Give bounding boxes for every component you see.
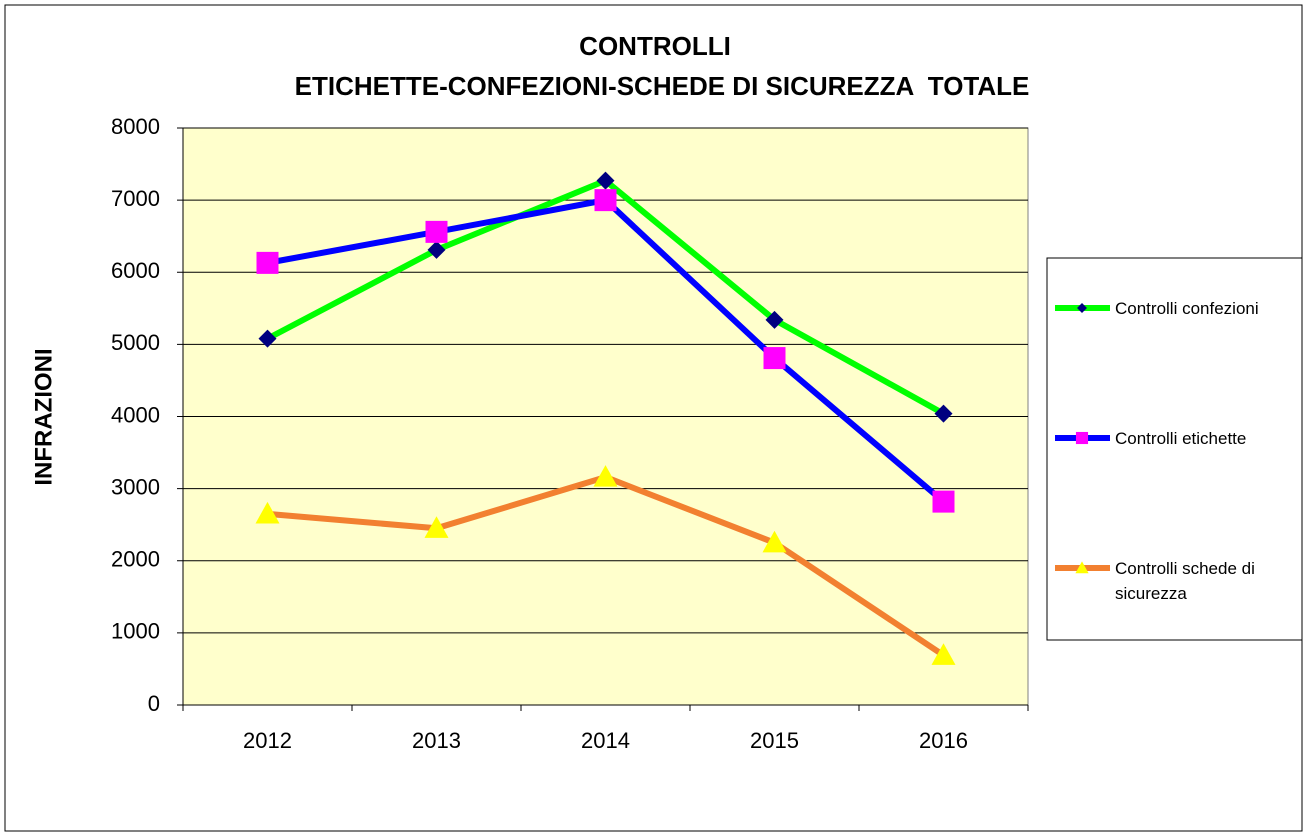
marker (932, 490, 955, 513)
y-tick-label: 6000 (111, 258, 160, 283)
legend-label: Controlli confezioni (1115, 298, 1259, 318)
marker (258, 329, 277, 348)
x-tick-label: 2016 (919, 728, 968, 753)
y-tick-label: 3000 (111, 474, 160, 499)
x-tick-label: 2013 (412, 728, 461, 753)
legend-label: Controlli etichette (1115, 428, 1247, 448)
marker (765, 310, 784, 329)
marker (256, 251, 279, 274)
y-tick-label: 0 (148, 691, 160, 716)
x-tick-label: 2012 (243, 728, 292, 753)
marker (255, 501, 280, 524)
marker (593, 465, 618, 487)
y-tick-label: 1000 (111, 619, 160, 644)
marker (931, 643, 956, 665)
chart-title: CONTROLLI (579, 31, 731, 61)
marker (596, 171, 615, 190)
marker (425, 220, 448, 243)
y-tick-label: 4000 (111, 402, 160, 427)
legend-label: Controlli schede di sicurezza (1115, 558, 1255, 603)
y-tick-label: 8000 (111, 114, 160, 139)
marker (762, 530, 787, 553)
marker (1077, 303, 1087, 313)
legend-box (1046, 257, 1303, 641)
marker (427, 240, 446, 259)
marker (1075, 561, 1089, 574)
marker (424, 516, 449, 538)
y-tick-label: 7000 (111, 186, 160, 211)
marker (763, 347, 786, 370)
y-tick-label: 2000 (111, 547, 160, 572)
x-tick-label: 2015 (750, 728, 799, 753)
x-tick-label: 2014 (581, 728, 630, 753)
marker (1075, 431, 1089, 445)
marker (934, 404, 953, 423)
y-axis-label: INFRAZIONI (30, 348, 57, 485)
y-tick-label: 5000 (111, 330, 160, 355)
marker (594, 189, 617, 212)
chart-subtitle: ETICHETTE-CONFEZIONI-SCHEDE DI SICUREZZA… (295, 71, 1030, 101)
